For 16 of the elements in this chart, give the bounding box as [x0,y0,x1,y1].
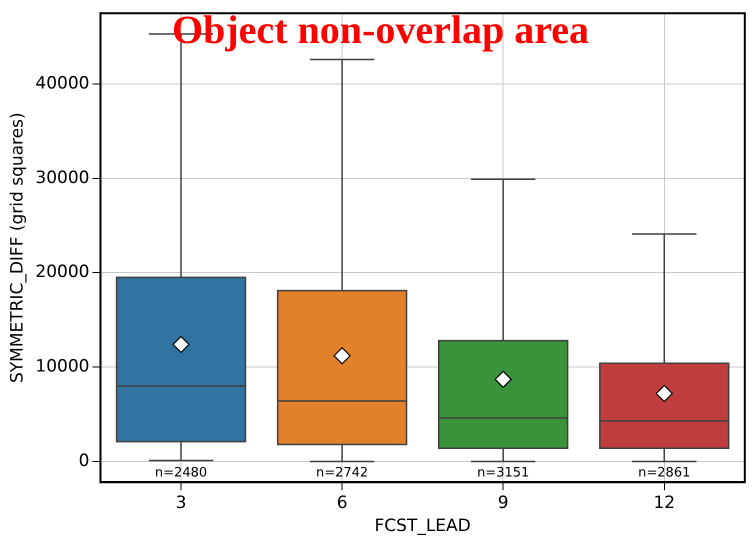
y-axis-title: SYMMETRIC_DIFF (grid squares) [8,112,28,384]
x-tick-label: 12 [653,492,676,513]
annotation: n=2480 [154,466,208,481]
y-tick-label: 40000 [35,73,90,94]
chart-title: Object non-overlap area [172,6,589,53]
annotation: n=2861 [638,466,690,481]
y-tick-label: 30000 [35,168,90,188]
x-tick-label: 6 [336,492,348,513]
annotation: n=2742 [316,466,368,481]
y-tick-label: 20000 [35,262,90,282]
x-axis-title: FCST_LEAD [374,516,471,536]
y-tick-label: 0 [78,450,90,471]
annotation: n=3151 [477,466,530,481]
x-tick-label: 3 [176,492,186,513]
x-tick-label: 9 [498,492,509,513]
y-tick-label: 10000 [35,356,90,376]
